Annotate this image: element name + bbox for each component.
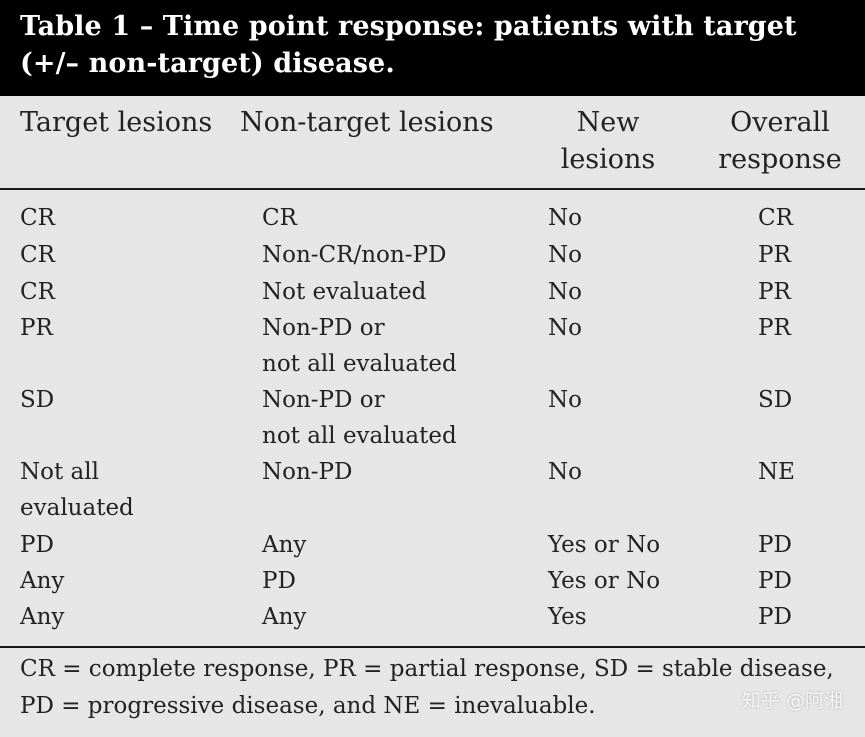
cell-nontarget: PD bbox=[262, 568, 296, 594]
cell-target: Not all evaluated bbox=[20, 459, 134, 521]
table-row: CR Non-CR/non-PD No PR bbox=[0, 237, 865, 274]
cell-nontarget: Non-CR/non-PD bbox=[262, 242, 447, 268]
cell-nontarget: Any bbox=[262, 604, 307, 630]
table-row: Any PD Yes or No PD bbox=[0, 563, 865, 599]
table-row: PD Any Yes or No PD bbox=[0, 527, 865, 563]
cell-target: Any bbox=[20, 604, 65, 630]
cell-nontarget: Not evaluated bbox=[262, 279, 427, 305]
cell-overall: CR bbox=[758, 205, 793, 231]
table-footnote: CR = complete response, PR = partial res… bbox=[20, 656, 834, 719]
cell-target: Any bbox=[20, 568, 65, 594]
cell-new: No bbox=[548, 459, 582, 485]
cell-overall: PR bbox=[758, 315, 791, 341]
cell-nontarget: Non-PD or not all evaluated bbox=[262, 315, 457, 377]
cell-target: PD bbox=[20, 532, 54, 558]
cell-target: CR bbox=[20, 279, 55, 305]
cell-overall: PD bbox=[758, 532, 792, 558]
table-row: CR CR No CR bbox=[0, 200, 865, 237]
table-row: PR Non-PD or not all evaluated No PR bbox=[0, 310, 865, 382]
header-non-target-lesions: Non-target lesions bbox=[240, 107, 494, 138]
header-target-lesions: Target lesions bbox=[20, 107, 213, 138]
cell-nontarget: Any bbox=[262, 532, 307, 558]
cell-overall: NE bbox=[758, 459, 795, 485]
cell-nontarget: Non-PD bbox=[262, 459, 353, 485]
cell-new: No bbox=[548, 279, 582, 305]
watermark: 知乎 @阿湘 bbox=[741, 690, 843, 712]
cell-new: No bbox=[548, 205, 582, 231]
cell-target: CR bbox=[20, 242, 55, 268]
table-title-bar: Table 1 – Time point response: patients … bbox=[0, 0, 865, 96]
cell-overall: PD bbox=[758, 604, 792, 630]
cell-overall: PR bbox=[758, 242, 791, 268]
cell-nontarget: Non-PD or not all evaluated bbox=[262, 387, 457, 449]
table-footnote-area: CR = complete response, PR = partial res… bbox=[0, 646, 865, 737]
cell-new: No bbox=[548, 242, 582, 268]
table-body: CR CR No CR CR Non-CR/non-PD No PR CR No… bbox=[0, 200, 865, 635]
header-new-lesions: New lesions bbox=[560, 107, 656, 175]
cell-new: Yes bbox=[548, 604, 587, 630]
cell-new: Yes or No bbox=[548, 568, 661, 594]
table-title: Table 1 – Time point response: patients … bbox=[20, 11, 797, 79]
cell-target: CR bbox=[20, 205, 55, 231]
table-row: SD Non-PD or not all evaluated No SD bbox=[0, 382, 865, 454]
header-overall-response: Overall response bbox=[718, 107, 842, 175]
table-row: Not all evaluated Non-PD No NE bbox=[0, 454, 865, 527]
cell-target: SD bbox=[20, 387, 55, 413]
cell-new: Yes or No bbox=[548, 532, 661, 558]
table-header: Target lesions Non-target lesions New le… bbox=[0, 96, 865, 190]
cell-target: PR bbox=[20, 315, 53, 341]
cell-overall: PR bbox=[758, 279, 791, 305]
table-row: Any Any Yes PD bbox=[0, 599, 865, 635]
table-row: CR Not evaluated No PR bbox=[0, 274, 865, 310]
cell-nontarget: CR bbox=[262, 205, 297, 231]
cell-new: No bbox=[548, 315, 582, 341]
cell-overall: PD bbox=[758, 568, 792, 594]
cell-new: No bbox=[548, 387, 582, 413]
cell-overall: SD bbox=[758, 387, 793, 413]
